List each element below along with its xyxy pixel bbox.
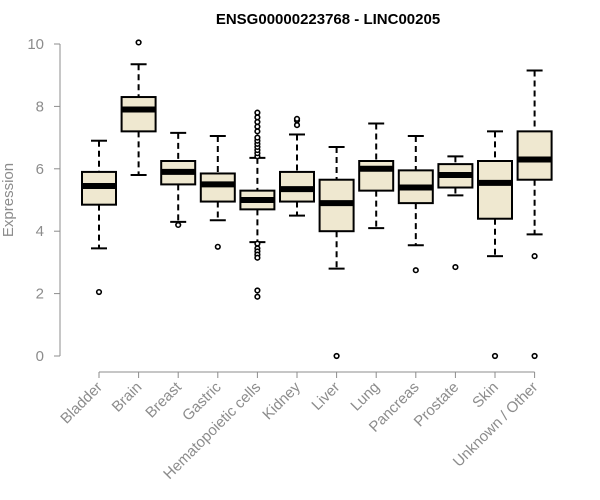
x-tick-label: Breast [142, 378, 185, 421]
boxes [81, 39, 553, 360]
box-lung [358, 122, 395, 230]
box-skin [477, 130, 513, 360]
box-gastric [199, 135, 236, 250]
outlier-point [95, 288, 103, 296]
y-tick-label: 8 [36, 98, 44, 115]
outlier-point [214, 243, 221, 250]
iqr-box [516, 130, 553, 181]
box-bladder [81, 139, 117, 296]
box-kidney [279, 115, 315, 217]
box-prostate [437, 155, 474, 271]
y-tick-label: 6 [36, 161, 44, 178]
outlier-point [254, 134, 261, 141]
box-hematopoietic-cells [239, 109, 276, 300]
outlier-point [254, 287, 261, 294]
box-liver [318, 145, 355, 360]
chart-title: ENSG00000223768 - LINC00205 [216, 11, 440, 28]
iqr-box [120, 96, 157, 133]
outlier-point [412, 267, 419, 274]
x-tick-label: Skin [469, 379, 502, 412]
x-tick-label: Bladder [57, 379, 106, 428]
iqr-box [477, 160, 513, 220]
outlier-point [531, 253, 538, 260]
iqr-box [199, 172, 236, 203]
outlier-point [254, 254, 261, 261]
outlier-point [452, 263, 459, 271]
y-tick-label: 10 [27, 36, 44, 53]
y-tick-label: 4 [36, 223, 44, 240]
x-tick-label: Brain [109, 379, 146, 416]
iqr-box [358, 160, 395, 192]
y-tick-label: 0 [36, 348, 44, 365]
outlier-point [293, 115, 301, 122]
x-tick-label: Lung [347, 379, 383, 415]
outlier-point [254, 293, 261, 300]
outlier-point [254, 109, 261, 116]
outlier-point [531, 352, 538, 360]
outlier-point [491, 352, 499, 360]
box-brain [120, 39, 157, 177]
box-unknown-other [516, 69, 553, 360]
x-tick-label: Prostate [411, 379, 463, 431]
x-tick-label: Kidney [259, 378, 304, 423]
outlier-point [135, 39, 142, 46]
x-tick-label: Liver [308, 379, 343, 414]
outlier-point [333, 352, 340, 360]
y-axis: 0 2 4 6 8 10 [27, 36, 61, 365]
box-pancreas [397, 135, 434, 274]
outlier-point [175, 221, 182, 229]
box-breast [160, 131, 197, 229]
y-axis-label: Expression [0, 163, 17, 237]
y-tick-label: 2 [36, 286, 44, 303]
